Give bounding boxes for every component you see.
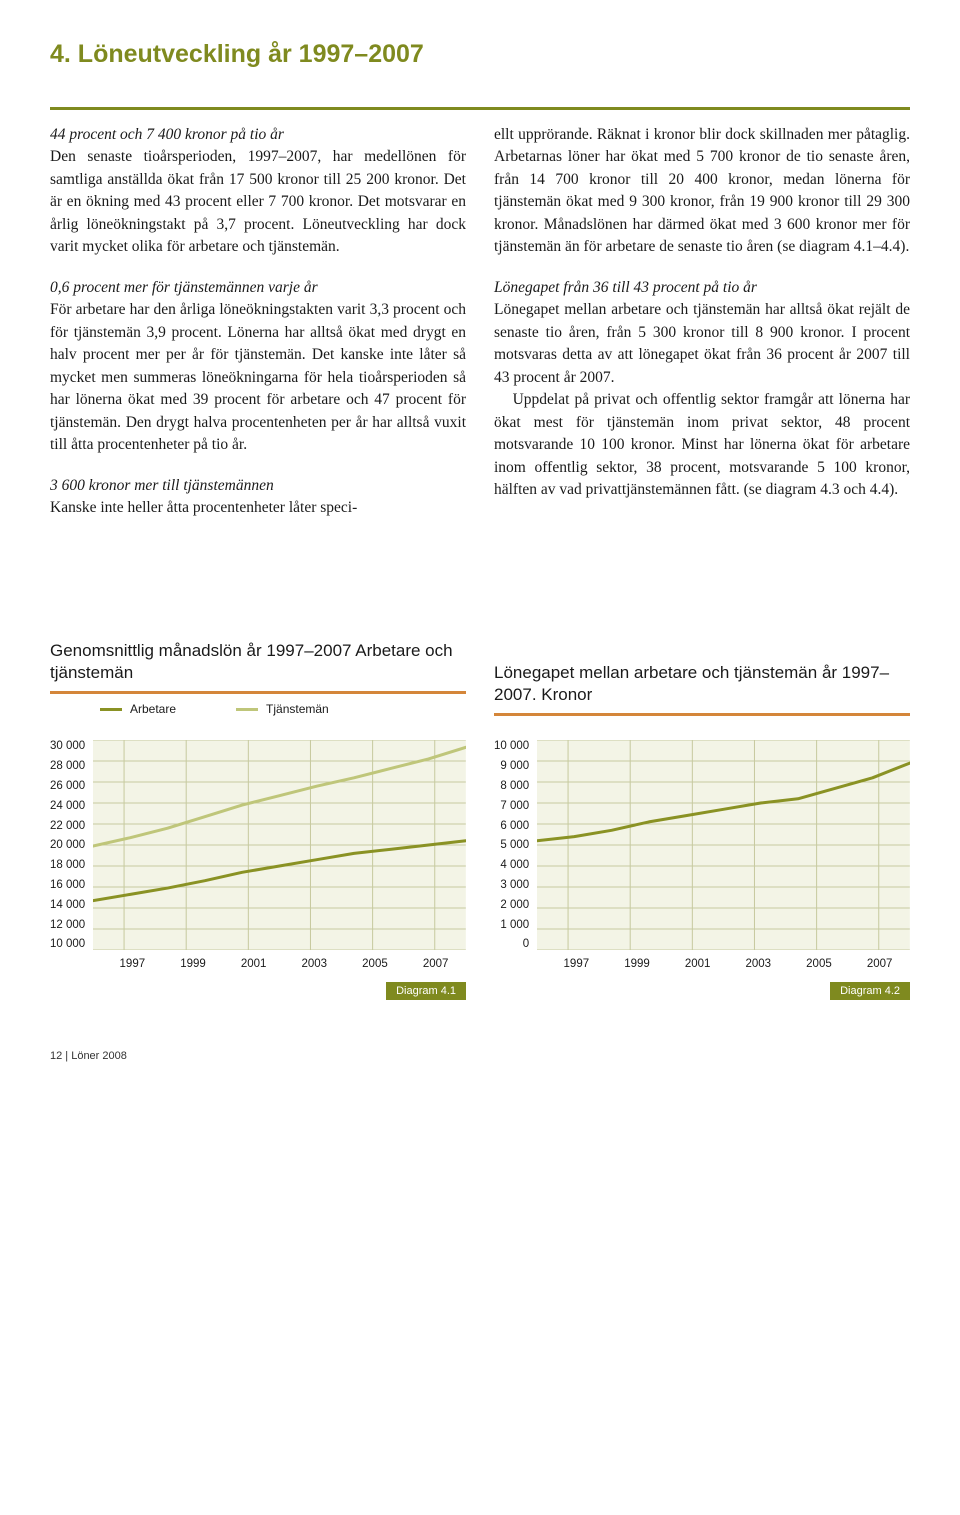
left-sub2: 0,6 procent mer för tjänstemännen varje … (50, 277, 466, 299)
left-p2: För arbetare har den årliga löneökningst… (50, 299, 466, 456)
charts-row: 30 00028 00026 00024 00022 00020 00018 0… (50, 740, 910, 1000)
legend-arbetare: Arbetare (100, 702, 176, 716)
chart2: 10 0009 0008 0007 0006 0005 0004 0003 00… (494, 740, 910, 1000)
chart2-xaxis: 199719992001200320052007 (546, 950, 910, 970)
right-sub2: Lönegapet från 36 till 43 procent på tio… (494, 277, 910, 299)
right-column: ellt upprörande. Räknat i kronor blir do… (494, 124, 910, 520)
chart1-xaxis: 199719992001200320052007 (102, 950, 466, 970)
body-columns: 44 procent och 7 400 kronor på tio år De… (50, 124, 910, 520)
swatch-tjansteman (236, 708, 258, 711)
left-p3: Kanske inte heller åtta procentenheter l… (50, 497, 466, 519)
chart2-rule (494, 713, 910, 716)
chart2-header: Lönegapet mellan arbetare och tjänstemän… (494, 662, 910, 717)
chart2-plot (537, 740, 910, 950)
heading-rule (50, 107, 910, 110)
chart1-plot (93, 740, 466, 950)
page-heading: 4. Löneutveckling år 1997–2007 (50, 40, 910, 69)
right-p2-3: Lönegapet mellan arbetare och tjänstemän… (494, 299, 910, 501)
swatch-arbetare (100, 708, 122, 711)
right-p1: ellt upprörande. Räknat i kronor blir do… (494, 124, 910, 259)
legend-tjansteman-label: Tjänstemän (266, 702, 329, 716)
right-p3: Uppdelat på privat och offentlig sektor … (494, 389, 910, 501)
legend-arbetare-label: Arbetare (130, 702, 176, 716)
right-p2: Lönegapet mellan arbetare och tjänstemän… (494, 301, 910, 385)
page-footer: 12 | Löner 2008 (50, 1050, 910, 1062)
legend-tjansteman: Tjänstemän (236, 702, 329, 716)
chart1-header: Genomsnittlig månadslön år 1997–2007 Arb… (50, 640, 466, 717)
chart-titles-row: Genomsnittlig månadslön år 1997–2007 Arb… (50, 640, 910, 717)
chart1-yaxis: 30 00028 00026 00024 00022 00020 00018 0… (50, 740, 93, 950)
chart2-yaxis: 10 0009 0008 0007 0006 0005 0004 0003 00… (494, 740, 537, 950)
left-sub1: 44 procent och 7 400 kronor på tio år (50, 124, 466, 146)
chart2-label: Diagram 4.2 (830, 982, 910, 1000)
chart1-label: Diagram 4.1 (386, 982, 466, 1000)
left-p1: Den senaste tioårsperioden, 1997–2007, h… (50, 146, 466, 258)
chart2-title: Lönegapet mellan arbetare och tjänstemän… (494, 662, 910, 708)
left-sub3: 3 600 kronor mer till tjänstemännen (50, 475, 466, 497)
left-column: 44 procent och 7 400 kronor på tio år De… (50, 124, 466, 520)
chart1-legend: Arbetare Tjänstemän (50, 694, 466, 716)
chart1-title: Genomsnittlig månadslön år 1997–2007 Arb… (50, 640, 466, 686)
chart1: 30 00028 00026 00024 00022 00020 00018 0… (50, 740, 466, 1000)
